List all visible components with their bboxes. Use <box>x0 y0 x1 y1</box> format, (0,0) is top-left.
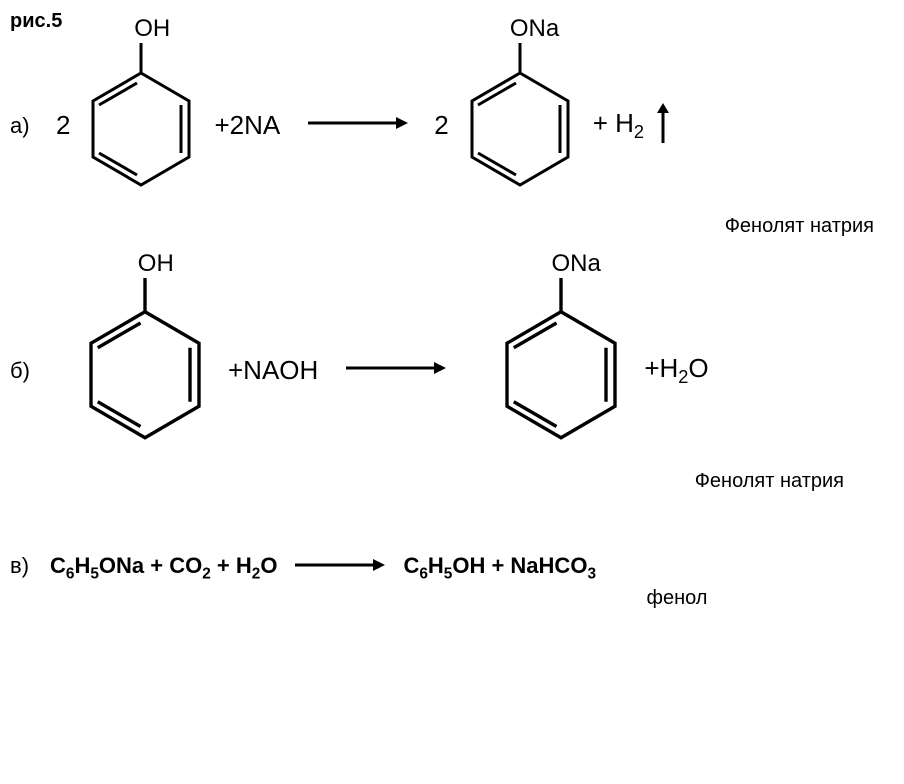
reaction-b: б) OH +NAOH ONa <box>10 278 884 463</box>
h2-text: + H <box>593 108 634 138</box>
lhs-5: 2 <box>202 565 211 582</box>
rhs-2: H <box>428 553 444 578</box>
lhs-6: + H <box>211 553 252 578</box>
gas-arrow-a <box>656 103 670 148</box>
ona-label-a: ONa <box>510 15 559 43</box>
rhs-4: OH + NaHCO <box>452 553 587 578</box>
phenolate-name-b: Фенолят натрия <box>695 470 844 493</box>
phenol-reactant-a: OH <box>76 43 206 208</box>
h2o-o: O <box>688 353 708 383</box>
reaction-a-coef-product: 2 <box>434 110 448 141</box>
reaction-c-label: в) <box>10 553 40 579</box>
h2o-2: 2 <box>678 367 688 387</box>
arrow-right-icon <box>346 358 446 378</box>
oh-label-a: OH <box>134 15 170 43</box>
oh-label-b: OH <box>138 250 174 278</box>
ona-label-b: ONa <box>551 250 600 278</box>
rhs-5: 3 <box>587 565 596 582</box>
benzene-ring-icon <box>70 278 220 458</box>
phenolate-name-a: Фенолят натрия <box>725 215 874 238</box>
reaction-c-lhs: C6H5ONa + CO2 + H2O <box>50 553 277 583</box>
arrow-up-icon <box>656 103 670 143</box>
phenolate-product-b: ONa <box>486 278 636 463</box>
h2-sub: 2 <box>634 122 644 142</box>
benzene-ring-icon <box>455 43 585 203</box>
reaction-b-byproduct: +H2O <box>644 353 708 388</box>
lhs-4: ONa + CO <box>99 553 202 578</box>
reaction-b-reagent: +NAOH <box>228 355 318 386</box>
phenol-name-c: фенол <box>470 587 884 610</box>
lhs-3: 5 <box>90 565 99 582</box>
reaction-c: в) C6H5ONa + CO2 + H2O C6H5OH + NaHCO3 <box>10 553 884 583</box>
benzene-ring-icon <box>486 278 636 458</box>
reaction-arrow-a <box>308 113 408 138</box>
reaction-a-reagent: +2NA <box>214 110 280 141</box>
reaction-a-coef-reactant: 2 <box>56 110 70 141</box>
phenol-reactant-b: OH <box>70 278 220 463</box>
lhs-2: H <box>74 553 90 578</box>
reaction-arrow-b <box>346 358 446 383</box>
reaction-b-label: б) <box>10 358 50 384</box>
arrow-right-icon <box>308 113 408 133</box>
rhs-0: C <box>403 553 419 578</box>
rhs-1: 6 <box>419 565 428 582</box>
arrow-right-icon <box>295 557 385 573</box>
lhs-0: C <box>50 553 66 578</box>
phenolate-product-a: ONa <box>455 43 585 208</box>
reaction-a-label: а) <box>10 113 50 139</box>
benzene-ring-icon <box>76 43 206 203</box>
reaction-arrow-c <box>295 553 385 579</box>
reaction-a-byproduct: + H2 <box>593 108 644 143</box>
lhs-8: O <box>260 553 277 578</box>
h2o-h: +H <box>644 353 678 383</box>
reaction-c-rhs: C6H5OH + NaHCO3 <box>403 553 596 583</box>
reaction-a: а) 2 OH +2NA 2 ONa <box>10 43 884 208</box>
